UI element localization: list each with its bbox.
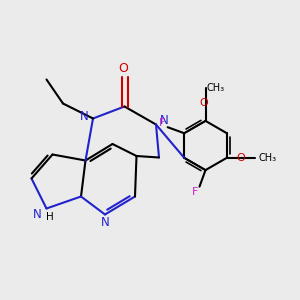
Text: F: F [159, 118, 166, 128]
Text: N: N [160, 114, 169, 128]
Text: F: F [192, 187, 198, 197]
Text: CH₃: CH₃ [259, 153, 277, 163]
Text: N: N [33, 208, 42, 221]
Text: CH₃: CH₃ [207, 83, 225, 93]
Text: O: O [236, 153, 245, 163]
Text: O: O [118, 62, 128, 76]
Text: N: N [100, 216, 109, 230]
Text: N: N [80, 110, 89, 123]
Text: H: H [46, 212, 54, 222]
Text: O: O [200, 98, 208, 108]
